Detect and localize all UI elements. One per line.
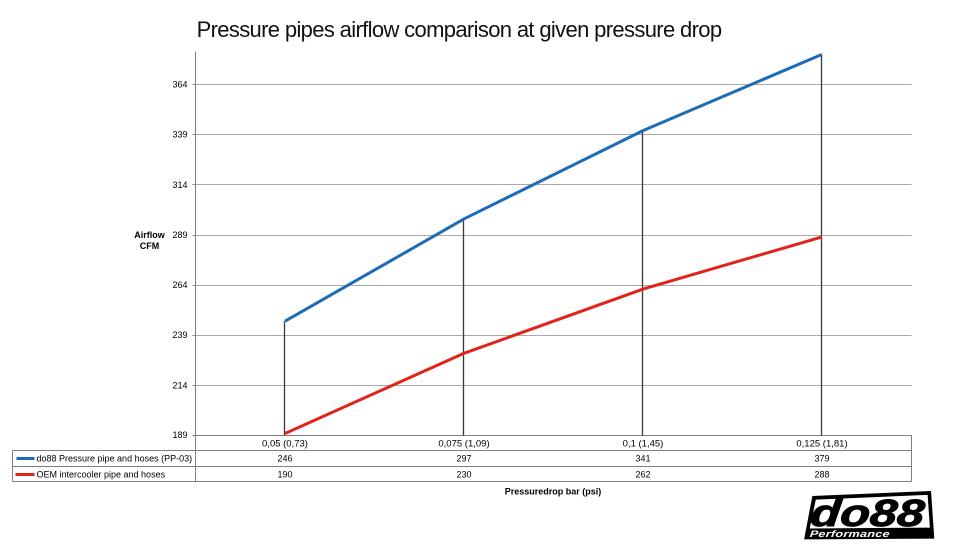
svg-text:289: 289 <box>172 230 187 240</box>
svg-text:246: 246 <box>277 454 292 464</box>
svg-text:do88 Pressure pipe and hoses (: do88 Pressure pipe and hoses (PP-03) <box>37 454 193 464</box>
svg-text:OEM intercooler pipe and hoses: OEM intercooler pipe and hoses <box>37 470 166 480</box>
svg-text:Pressure pipes airflow compari: Pressure pipes airflow comparison at giv… <box>197 17 722 42</box>
svg-text:0,1 (1,45): 0,1 (1,45) <box>623 438 664 449</box>
svg-text:0,05 (0,73): 0,05 (0,73) <box>262 438 308 449</box>
svg-text:CFM: CFM <box>140 241 160 251</box>
svg-text:288: 288 <box>814 470 829 480</box>
svg-text:379: 379 <box>814 454 829 464</box>
svg-text:364: 364 <box>172 80 187 90</box>
svg-text:Pressuredrop bar (psi): Pressuredrop bar (psi) <box>505 486 602 496</box>
svg-text:Airflow: Airflow <box>134 230 165 240</box>
svg-text:230: 230 <box>456 470 471 480</box>
svg-text:339: 339 <box>172 130 187 140</box>
svg-text:341: 341 <box>635 454 650 464</box>
svg-text:214: 214 <box>172 380 187 390</box>
svg-text:189: 189 <box>172 430 187 440</box>
svg-text:239: 239 <box>172 330 187 340</box>
svg-text:0,075 (1,09): 0,075 (1,09) <box>438 438 489 449</box>
svg-text:262: 262 <box>635 470 650 480</box>
svg-text:297: 297 <box>456 454 471 464</box>
svg-text:0,125 (1,81): 0,125 (1,81) <box>796 438 847 449</box>
svg-text:190: 190 <box>277 470 292 480</box>
svg-text:do88: do88 <box>809 492 928 535</box>
svg-text:264: 264 <box>172 280 187 290</box>
svg-text:314: 314 <box>172 180 187 190</box>
svg-text:Performance: Performance <box>809 529 890 539</box>
